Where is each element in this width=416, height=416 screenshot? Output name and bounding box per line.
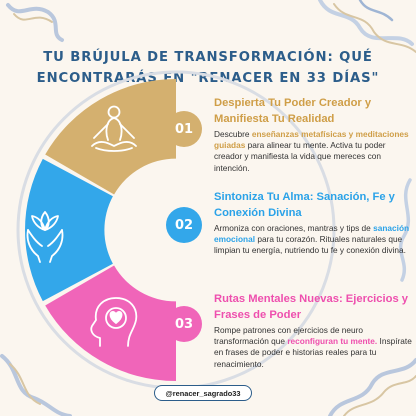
section-2-text: Armoniza con oraciones, mantras y tips d…	[214, 223, 412, 257]
section-3-heading: Rutas Mentales Nuevas: Ejercicios y Fras…	[214, 293, 409, 321]
segment-blue	[25, 158, 113, 302]
step-number-01: 01	[166, 111, 202, 147]
swirl-top-right	[318, 0, 414, 46]
section-3-text-b: Inspírate en frases de poder e historias…	[214, 336, 412, 369]
section-1-heading: Despierta Tu Poder Creador y Manifiesta …	[214, 97, 372, 125]
lotus-hands-icon	[26, 211, 64, 263]
step-number-02: 02	[166, 207, 202, 243]
section-2-text-b: para tu corazón. Rituales naturales que …	[214, 234, 406, 256]
segment-pink	[45, 265, 177, 381]
swirl-bottom-left	[0, 354, 72, 416]
section-2-highlight: sanación emocional	[214, 223, 410, 245]
segment-gold	[45, 79, 177, 195]
section-3: Rutas Mentales Nuevas: Ejercicios y Fras…	[214, 292, 412, 370]
swirl-bottom-right	[328, 358, 416, 416]
section-1-text-a: Descubre	[214, 129, 252, 139]
section-2: Sintoniza Tu Alma: Sanación, Fe y Conexi…	[214, 190, 412, 257]
section-1-highlight: enseñanzas metafísicas y meditaciones gu…	[214, 129, 409, 151]
section-2-heading: Sintoniza Tu Alma: Sanación, Fe y Conexi…	[214, 191, 395, 219]
section-3-text-a: Rompe patrones con ejercicios de neuro t…	[214, 325, 363, 347]
title-line-1: TU BRÚJULA DE TRANSFORMACIÓN: QUÉ	[43, 50, 373, 65]
section-2-text-a: Armoniza con oraciones, mantras y tips d…	[214, 223, 374, 233]
section-3-text: Rompe patrones con ejercicios de neuro t…	[214, 325, 412, 370]
head-heart-icon	[90, 297, 138, 347]
swirl-right	[398, 178, 412, 282]
section-1: Despierta Tu Poder Creador y Manifiesta …	[214, 96, 412, 174]
section-1-text: Descubre enseñanzas metafísicas y medita…	[214, 129, 412, 174]
swirl-top-left	[6, 3, 64, 42]
section-3-highlight: reconfiguran tu mente.	[287, 336, 378, 347]
step-number-03: 03	[166, 306, 202, 342]
section-1-text-b: para alinear tu mente. Activa tu poder c…	[214, 140, 386, 173]
meditation-icon	[91, 105, 137, 152]
social-handle-badge[interactable]: @renacer_sagrado33	[154, 385, 252, 401]
